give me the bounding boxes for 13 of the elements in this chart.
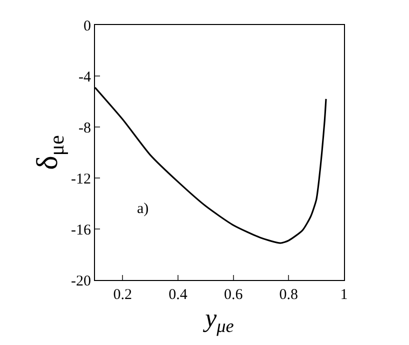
x-tick-label: 0.4 [168,287,188,303]
y-tick-label: -20 [71,273,91,290]
annotation: a) [137,201,149,217]
y-tick-label: -12 [71,171,91,188]
x-tick-label: 0.2 [113,287,132,303]
y-tick-label: -16 [71,222,92,238]
y-tick-label: -8 [78,120,91,136]
x-axis-title: y$_{μe}$ [202,304,234,336]
y-tick-label: 0 [84,18,91,34]
x-tick-label: 1 [340,287,348,303]
y-tick-label: -4 [78,69,92,86]
x-tick-label: 0.8 [279,287,298,303]
x-tick-label: 0.6 [224,287,244,303]
